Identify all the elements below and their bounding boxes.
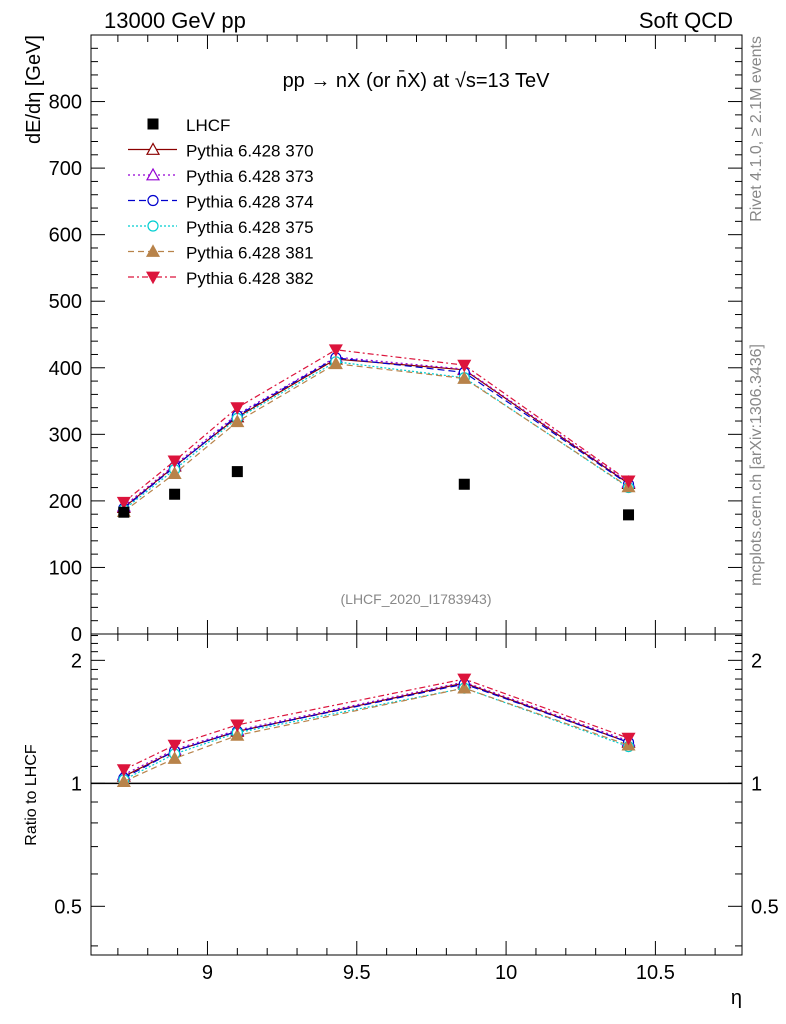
- ratio-marker: [230, 719, 245, 733]
- mcplots-text: mcplots.cern.ch [arXiv:1306.3436]: [748, 344, 765, 586]
- data-point: [623, 509, 635, 521]
- ratio-marker: [621, 732, 636, 746]
- ratio-panel-frame: [90, 633, 743, 956]
- y-tick-label: 600: [49, 225, 82, 247]
- series-marker: [457, 371, 472, 384]
- y-tick-label: 500: [49, 291, 82, 313]
- series-marker: [328, 356, 343, 370]
- header-right: Soft QCD: [639, 8, 733, 33]
- series-line: [123, 361, 629, 511]
- x-tick-label: 10: [495, 962, 517, 984]
- ratio-line: [123, 678, 629, 771]
- y-tick-label: 400: [49, 358, 82, 380]
- data-point: [458, 478, 470, 490]
- y-tick-label: 100: [49, 557, 82, 579]
- x-tick-label: 10.5: [636, 962, 675, 984]
- series-marker: [116, 496, 131, 510]
- ratio-marker: [116, 774, 131, 787]
- ratio-marker: [167, 739, 182, 753]
- ratio-tick-label-right: 1: [751, 773, 762, 795]
- ratio-tick-label-right: 2: [751, 650, 762, 672]
- series-line: [123, 357, 629, 509]
- legend-marker: [145, 271, 161, 285]
- legend-label: Pythia 6.428 374: [186, 193, 314, 212]
- chart-title: pp → nX (or n̄X) at √s=13 TeV: [283, 69, 551, 92]
- data-point: [169, 488, 181, 500]
- series-marker: [167, 455, 182, 469]
- legend-marker: [147, 194, 159, 207]
- ratio-marker: [230, 728, 245, 741]
- ratio-axis-label: Ratio to LHCF: [23, 744, 40, 846]
- ratio-tick-label: 2: [71, 650, 82, 672]
- data-point: [118, 506, 130, 518]
- ratio-line: [123, 683, 629, 779]
- series-line: [123, 349, 629, 503]
- ratio-marker: [457, 680, 472, 694]
- series-marker: [457, 359, 472, 373]
- y-tick-label: 300: [49, 424, 82, 446]
- series-marker: [167, 466, 182, 480]
- ratio-marker: [116, 764, 131, 777]
- ratio-marker: [167, 751, 182, 764]
- legend-label: Pythia 6.428 382: [186, 269, 314, 288]
- ratio-tick-label: 1: [71, 773, 82, 795]
- legend-label: Pythia 6.428 381: [186, 244, 314, 263]
- ratio-tick-label: 0.5: [54, 896, 82, 918]
- y-tick-label: 0: [71, 624, 82, 646]
- x-tick-label: 9: [202, 962, 213, 984]
- legend-label: Pythia 6.428 373: [186, 167, 314, 186]
- legend-marker: [145, 167, 161, 181]
- series-line: [123, 363, 629, 513]
- ratio-marker: [457, 673, 472, 687]
- legend-marker: [145, 244, 161, 257]
- series-marker: [230, 402, 245, 415]
- series-line: [123, 358, 629, 509]
- x-axis-label: η: [731, 987, 742, 1009]
- y-tick-label: 700: [49, 158, 82, 180]
- legend-label-data: LHCF: [186, 116, 230, 135]
- legend-label: Pythia 6.428 375: [186, 218, 314, 237]
- legend-marker-data: [147, 118, 159, 130]
- data-point: [231, 466, 243, 478]
- series-marker: [230, 414, 245, 428]
- series-marker: [621, 475, 636, 489]
- header-left: 13000 GeV pp: [104, 8, 246, 33]
- analysis-watermark: (LHCF_2020_I1783943): [341, 591, 492, 607]
- rivet-version-text: Rivet 4.1.0, ≥ 2.1M events: [748, 36, 765, 222]
- ratio-tick-label-right: 0.5: [751, 896, 779, 918]
- legend-marker: [147, 220, 159, 232]
- ratio-line: [123, 681, 629, 776]
- y-axis-label: dE/dη [GeV]: [23, 35, 45, 144]
- legend-label: Pythia 6.428 370: [186, 142, 314, 161]
- series-marker: [328, 344, 343, 358]
- y-tick-label: 800: [49, 92, 82, 114]
- x-tick-label: 9.5: [343, 962, 371, 984]
- ratio-line: [123, 682, 629, 777]
- y-tick-label: 200: [49, 491, 82, 513]
- legend-marker: [145, 142, 161, 155]
